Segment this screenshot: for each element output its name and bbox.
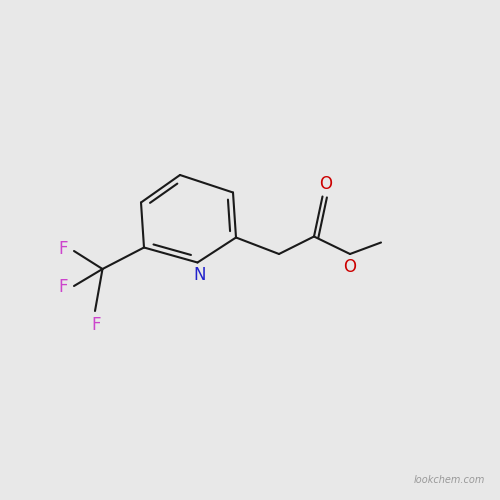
Text: F: F xyxy=(91,316,101,334)
Text: F: F xyxy=(58,278,68,296)
Text: N: N xyxy=(194,266,206,284)
Text: F: F xyxy=(58,240,68,258)
Text: O: O xyxy=(344,258,356,276)
Text: O: O xyxy=(320,175,332,193)
Text: lookchem.com: lookchem.com xyxy=(414,475,485,485)
